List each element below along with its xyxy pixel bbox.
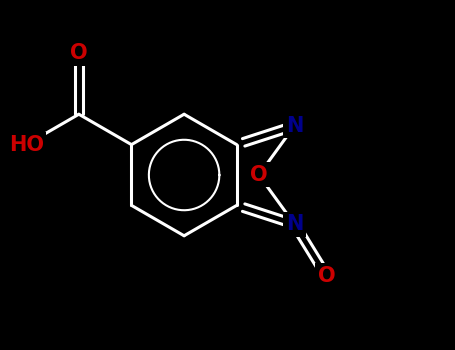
Text: HO: HO — [9, 135, 44, 155]
Text: O: O — [318, 266, 335, 286]
Text: N: N — [286, 214, 303, 234]
Text: O: O — [70, 43, 88, 63]
Text: O: O — [250, 165, 268, 185]
Text: N: N — [286, 116, 303, 136]
